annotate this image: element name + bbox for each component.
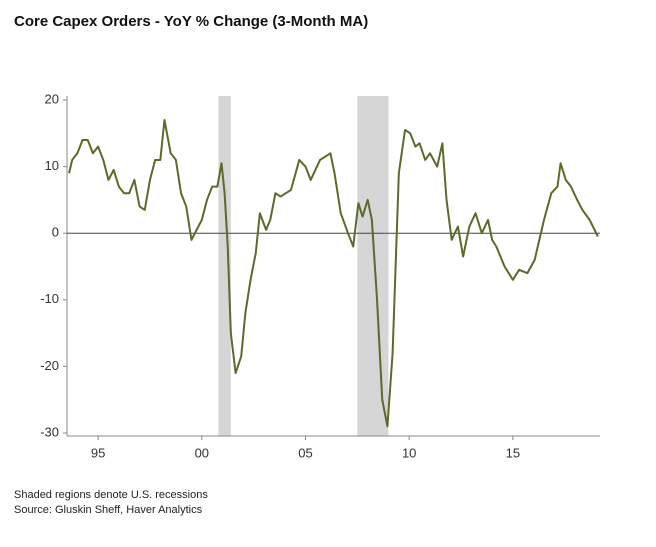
footnote: Shaded regions denote U.S. recessions <box>14 489 208 501</box>
recession-band <box>357 96 389 436</box>
source: Source: Gluskin Sheff, Haver Analytics <box>14 504 203 516</box>
recession-band <box>218 96 231 436</box>
y-tick-label: -30 <box>40 424 59 439</box>
y-tick-label: -10 <box>40 291 59 306</box>
y-tick-label: 20 <box>45 91 59 106</box>
x-tick-label: 10 <box>402 445 416 460</box>
y-tick-label: -20 <box>40 358 59 373</box>
chart-title: Core Capex Orders - YoY % Change (3-Mont… <box>14 13 368 30</box>
x-tick-label: 15 <box>506 445 520 460</box>
x-tick-label: 95 <box>91 445 105 460</box>
series-line <box>68 118 599 428</box>
x-tick-label: 05 <box>298 445 312 460</box>
y-tick-label: 0 <box>52 225 59 240</box>
x-tick-label: 00 <box>195 445 209 460</box>
y-tick-label: 10 <box>45 158 59 173</box>
